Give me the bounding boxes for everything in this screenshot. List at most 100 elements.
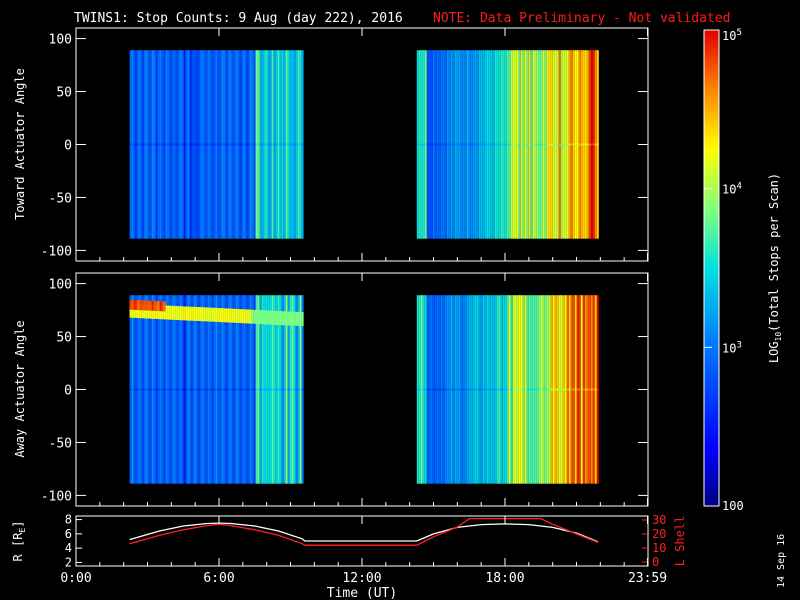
heatmap-zero-row xyxy=(420,143,423,146)
heatmap-zero-row xyxy=(446,143,449,146)
heatmap-band-cell xyxy=(251,309,254,324)
heatmap-band-cell xyxy=(255,309,258,324)
heatmap-band-cell xyxy=(275,310,278,325)
heatmap-zero-row xyxy=(251,388,254,391)
heatmap-zero-row xyxy=(229,143,232,146)
heatmap-zero-row xyxy=(203,143,206,146)
heatmap-band-cell xyxy=(187,306,190,321)
heatmap-zero-row xyxy=(490,143,493,146)
heatmap-zero-row xyxy=(552,143,555,146)
heatmap-band-peak xyxy=(151,300,154,311)
heatmap-band-cell xyxy=(287,311,290,326)
heatmap-zero-row xyxy=(514,388,517,391)
radius-tick-label: 4 xyxy=(65,541,72,555)
radius-label-sub: E xyxy=(18,528,27,533)
heatmap-band-cell xyxy=(207,307,210,322)
heatmap-zero-row xyxy=(283,388,286,391)
lshell-line xyxy=(129,517,599,546)
heatmap-band-peak xyxy=(139,300,142,311)
heatmap-zero-row xyxy=(422,143,425,146)
heatmap-zero-row xyxy=(438,143,441,146)
heatmap-zero-row xyxy=(263,143,266,146)
heatmap-zero-row xyxy=(564,143,567,146)
heatmap-zero-row xyxy=(496,143,499,146)
heatmap-zero-row xyxy=(133,388,136,391)
heatmap-zero-row xyxy=(243,388,246,391)
heatmap-zero-row xyxy=(436,143,439,146)
heatmap-zero-row xyxy=(426,388,429,391)
heatmap-zero-row xyxy=(211,388,214,391)
heatmap-zero-row xyxy=(474,388,477,391)
heatmap-zero-row xyxy=(432,143,435,146)
heatmap-zero-row xyxy=(570,388,573,391)
heatmap-band-peak xyxy=(137,300,140,311)
heatmap-band-cell xyxy=(221,308,224,323)
heatmap-zero-row xyxy=(247,143,250,146)
heatmap-zero-row xyxy=(434,143,437,146)
radius-label-end: ] xyxy=(11,521,25,528)
heatmap-zero-row xyxy=(265,388,268,391)
heatmap-zero-row xyxy=(239,388,242,391)
heatmap-zero-row xyxy=(472,388,475,391)
heatmap-zero-row xyxy=(143,388,146,391)
heatmap-zero-row xyxy=(185,143,188,146)
heatmap-band-peak xyxy=(163,301,166,312)
heatmap-zero-row xyxy=(486,143,489,146)
heatmap-zero-row xyxy=(217,143,220,146)
heatmap-zero-row xyxy=(229,388,232,391)
heatmap-band-cell xyxy=(203,307,206,322)
heatmap-zero-row xyxy=(526,143,529,146)
heatmap-zero-row xyxy=(259,143,262,146)
heatmap-zero-row xyxy=(143,143,146,146)
heatmap-zero-row xyxy=(167,143,170,146)
heatmap-zero-row xyxy=(512,388,515,391)
heatmap-band-cell xyxy=(177,306,180,321)
heatmap-zero-row xyxy=(295,143,298,146)
heatmap-zero-row xyxy=(141,388,144,391)
heatmap-zero-row xyxy=(418,143,421,146)
heatmap-zero-row xyxy=(255,143,258,146)
heatmap-zero-row xyxy=(438,388,441,391)
heatmap-zero-row xyxy=(472,143,475,146)
heatmap-band-cell xyxy=(249,309,252,324)
colorbar-label: LOG10(Total Stops per Scan) xyxy=(767,173,783,363)
lshell-tick-label: 30 xyxy=(652,513,666,527)
heatmap-zero-row xyxy=(544,388,547,391)
heatmap-zero-row xyxy=(546,143,549,146)
heatmap-zero-row xyxy=(261,143,264,146)
heatmap-zero-row xyxy=(299,388,302,391)
heatmap-zero-row xyxy=(271,388,274,391)
radius-label-main: R [R xyxy=(11,532,25,562)
heatmap-zero-row xyxy=(462,388,465,391)
colorbar-tick-label: 103 xyxy=(722,340,742,355)
heatmap-zero-row xyxy=(207,388,210,391)
heatmap-zero-row xyxy=(434,388,437,391)
heatmap-band-cell xyxy=(139,304,142,319)
heatmap-zero-row xyxy=(532,143,535,146)
heatmap-band-cell xyxy=(291,311,294,326)
heatmap-band-cell xyxy=(171,305,174,320)
heatmap-zero-row xyxy=(257,143,260,146)
heatmap-zero-row xyxy=(534,143,537,146)
heatmap-zero-row xyxy=(153,143,156,146)
heatmap-zero-row xyxy=(488,388,491,391)
heatmap-zero-row xyxy=(444,143,447,146)
heatmap-zero-row xyxy=(436,388,439,391)
heatmap-zero-row xyxy=(161,143,164,146)
heatmap-zero-row xyxy=(159,388,162,391)
heatmap-zero-row xyxy=(458,388,461,391)
heatmap-zero-row xyxy=(572,388,575,391)
heatmap-zero-row xyxy=(546,388,549,391)
heatmap-zero-row xyxy=(289,143,292,146)
heatmap-zero-row xyxy=(147,143,150,146)
heatmap-zero-row xyxy=(251,143,254,146)
heatmap-zero-row xyxy=(273,143,276,146)
heatmap-zero-row xyxy=(269,388,272,391)
y-tick-label: -50 xyxy=(49,436,72,451)
colorbar-tick-label: 104 xyxy=(722,182,742,197)
heatmap-zero-row xyxy=(297,388,300,391)
heatmap-zero-row xyxy=(233,143,236,146)
heatmap-zero-row xyxy=(165,143,168,146)
heatmap-zero-row xyxy=(492,388,495,391)
